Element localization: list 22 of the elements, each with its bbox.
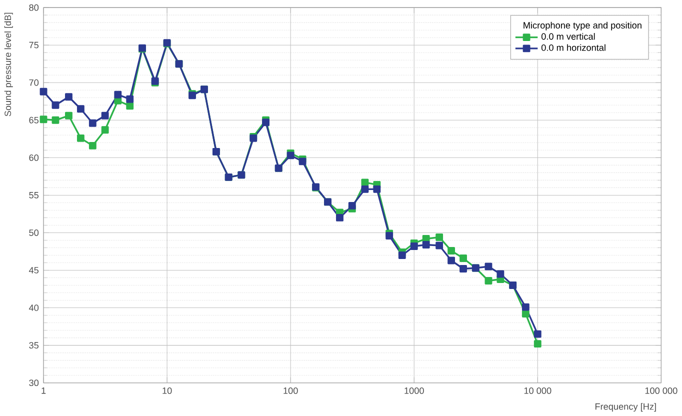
y-tick-label: 40 xyxy=(28,304,39,312)
y-tick-label: 70 xyxy=(29,79,39,86)
y-tick-label: 65 xyxy=(29,116,39,124)
y-tick-label: 80 xyxy=(29,4,39,11)
y-tick-label: 75 xyxy=(29,42,39,48)
legend-title: Microphone type and position xyxy=(524,22,642,30)
x-tick-label: 100 000 xyxy=(645,387,678,394)
x-tick-label: 1 xyxy=(42,387,46,394)
x-tick-label: 1000 xyxy=(404,387,424,394)
y-tick-label: 50 xyxy=(29,230,39,236)
x-axis-title: Frequency [Hz] xyxy=(595,403,656,412)
y-tick-label: 60 xyxy=(29,154,39,161)
x-tick-label: 100 xyxy=(284,387,298,394)
y-axis-title: Sound pressure level [dB] xyxy=(4,12,13,116)
y-tick-label: 35 xyxy=(29,342,39,349)
x-tick-label: 10 000 xyxy=(524,387,552,394)
legend-label: 0.0 m vertical xyxy=(541,33,595,40)
y-tick-label: 55 xyxy=(29,192,39,198)
y-tick-label: 30 xyxy=(29,380,39,386)
legend-label: 0.0 m horizontal xyxy=(541,44,606,51)
y-tick-label: 45 xyxy=(28,267,39,274)
x-tick-label: 10 xyxy=(162,387,172,394)
